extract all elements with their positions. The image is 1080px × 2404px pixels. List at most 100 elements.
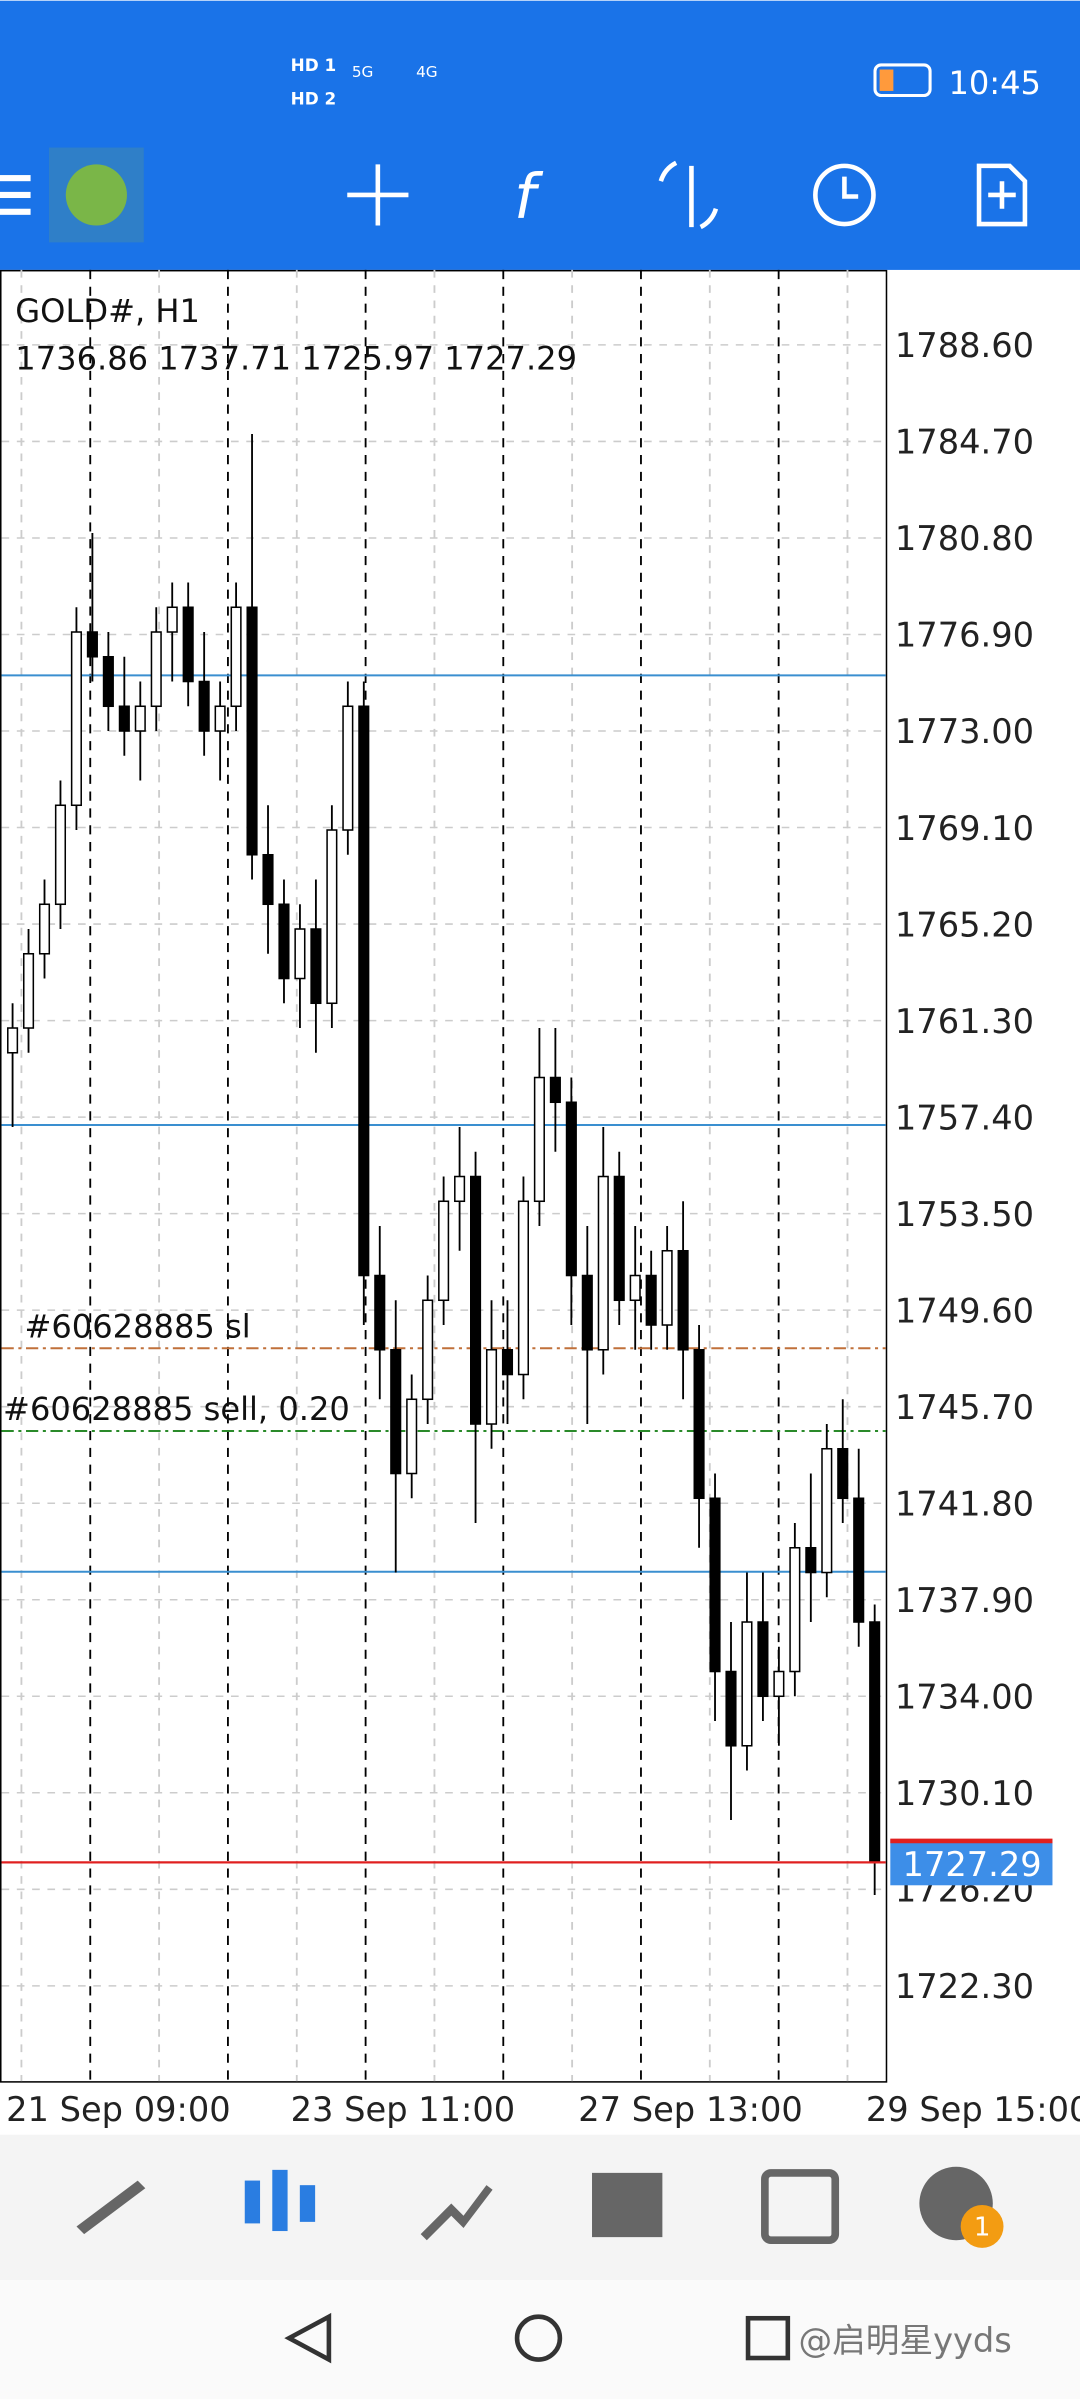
candle-body bbox=[230, 606, 242, 708]
battery-level bbox=[879, 69, 894, 91]
candle-body bbox=[645, 1274, 657, 1326]
candle-body bbox=[517, 1200, 530, 1376]
nav-icons bbox=[76, 2166, 993, 2245]
candle-body bbox=[358, 705, 370, 1277]
logo-globe bbox=[65, 164, 127, 226]
system-nav bbox=[0, 2280, 1080, 2400]
y-tick-label: 1753.50 bbox=[895, 1195, 1034, 1234]
candle-body bbox=[709, 1497, 721, 1673]
candle-body bbox=[406, 1398, 418, 1475]
order-label: #60628885 sell, 0.20 bbox=[3, 1390, 350, 1428]
candle-body bbox=[869, 1621, 881, 1864]
candle-body bbox=[70, 631, 82, 807]
candle-body bbox=[38, 903, 51, 955]
candle-body bbox=[310, 928, 322, 1005]
candle-body bbox=[629, 1274, 641, 1302]
network: 4G bbox=[416, 63, 438, 81]
candle-body bbox=[661, 1249, 673, 1326]
candle-body bbox=[757, 1621, 769, 1698]
y-tick-label: 1780.80 bbox=[895, 519, 1034, 558]
y-tick-label: 1773.00 bbox=[895, 712, 1034, 751]
candle-body bbox=[693, 1349, 705, 1500]
nav-home[interactable] bbox=[514, 2314, 563, 2362]
order-label: #60628885 sl bbox=[24, 1308, 250, 1346]
nav-news[interactable] bbox=[761, 2169, 840, 2245]
y-tick-label: 1761.30 bbox=[895, 1002, 1034, 1041]
candle-body bbox=[789, 1547, 801, 1673]
candle-body bbox=[597, 1175, 609, 1351]
bottom-nav bbox=[0, 2134, 1080, 2280]
bid-tag bbox=[890, 1839, 1053, 1886]
y-tick-label: 1788.60 bbox=[895, 326, 1034, 365]
top-bar bbox=[0, 0, 1080, 270]
candle-body bbox=[390, 1349, 402, 1475]
candle-body bbox=[549, 1076, 561, 1104]
ohlc-info: 1736.86 1737.71 1725.97 1727.29 bbox=[15, 339, 577, 377]
nav-quotes[interactable] bbox=[76, 2180, 146, 2235]
y-tick-label: 1741.80 bbox=[895, 1484, 1034, 1523]
y-tick-label: 1737.90 bbox=[895, 1581, 1034, 1620]
candle-body bbox=[533, 1076, 545, 1203]
candle-body bbox=[86, 631, 98, 658]
candle-body bbox=[725, 1670, 737, 1747]
candle-body bbox=[214, 705, 226, 732]
candle-body bbox=[7, 1027, 19, 1054]
y-tick-label: 1784.70 bbox=[895, 423, 1034, 462]
candle-body bbox=[501, 1349, 514, 1376]
candle-body bbox=[150, 631, 162, 708]
y-tick-label: 1749.60 bbox=[895, 1291, 1034, 1330]
nav-trade[interactable] bbox=[420, 2185, 493, 2241]
nav-mailbox[interactable] bbox=[592, 2172, 663, 2238]
y-tick-label: 1765.20 bbox=[895, 905, 1034, 944]
hd-icon: HD 2 bbox=[291, 89, 337, 109]
chart-title: GOLD#, H1 bbox=[15, 292, 200, 330]
candle-body bbox=[470, 1175, 482, 1425]
candle-body bbox=[438, 1200, 450, 1302]
nav-recent[interactable] bbox=[745, 2315, 791, 2361]
candle-body bbox=[118, 705, 130, 732]
candle-body bbox=[102, 655, 114, 708]
y-tick-label: 1734.00 bbox=[895, 1678, 1034, 1717]
crosshair-icon[interactable] bbox=[347, 164, 409, 226]
candle-body bbox=[182, 606, 194, 683]
candle-body bbox=[821, 1448, 833, 1574]
candle-body bbox=[342, 705, 354, 831]
x-tick-label: 29 Sep 15:00 bbox=[866, 2090, 1080, 2129]
candle-body bbox=[485, 1349, 498, 1425]
y-tick-label: 1730.10 bbox=[895, 1774, 1034, 1813]
candle-body bbox=[613, 1175, 625, 1302]
timeframe-icon[interactable] bbox=[813, 163, 876, 227]
chart-frame bbox=[0, 269, 888, 2083]
candle-body bbox=[741, 1621, 753, 1747]
candle-body bbox=[166, 606, 178, 633]
nav-chart[interactable] bbox=[244, 2169, 316, 2232]
badge-count: 1 bbox=[974, 2213, 991, 2243]
menu-icon[interactable] bbox=[0, 175, 31, 215]
candle-body bbox=[246, 606, 258, 856]
nav-back[interactable] bbox=[284, 2312, 332, 2364]
badge bbox=[960, 2205, 1004, 2248]
y-tick-label: 1745.70 bbox=[895, 1388, 1034, 1427]
watermark: @启明星yyds bbox=[799, 2321, 1012, 2360]
trade-icon[interactable] bbox=[658, 160, 719, 230]
x-tick-label: 23 Sep 11:00 bbox=[291, 2090, 516, 2129]
candle-body bbox=[198, 680, 210, 732]
network: 5G bbox=[352, 63, 374, 81]
y-tick-label: 1722.30 bbox=[895, 1967, 1034, 2006]
template-icon[interactable] bbox=[976, 163, 1028, 227]
candle-body bbox=[22, 952, 35, 1029]
candle-body bbox=[565, 1101, 577, 1277]
candle-body bbox=[805, 1547, 817, 1574]
candle-body bbox=[134, 705, 146, 732]
candle-body bbox=[837, 1448, 849, 1500]
bid-price: 1727.29 bbox=[903, 1845, 1042, 1884]
candle-body bbox=[853, 1497, 865, 1623]
candle-body bbox=[294, 928, 306, 980]
candle-body bbox=[374, 1274, 386, 1351]
candle-body bbox=[773, 1670, 785, 1698]
candle-body bbox=[677, 1249, 689, 1351]
hd-icon: HD 1 bbox=[291, 55, 337, 75]
candle-body bbox=[422, 1299, 434, 1401]
